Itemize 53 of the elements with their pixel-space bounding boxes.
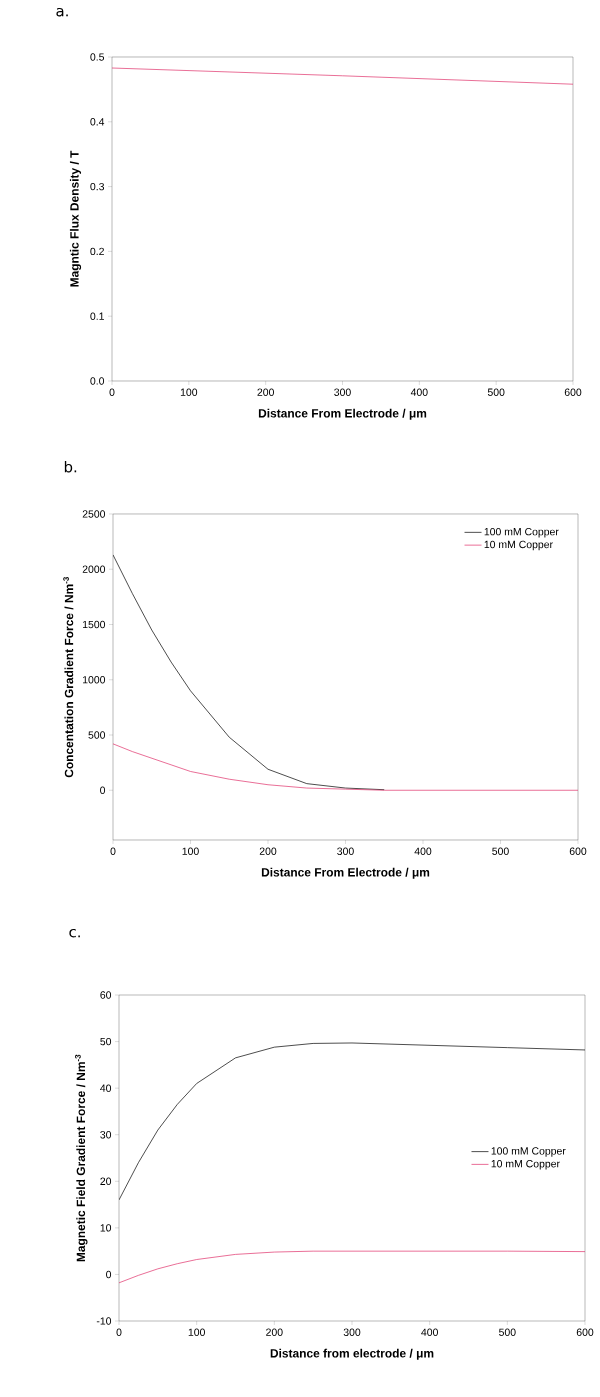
y-tick-label: 50 (100, 1037, 112, 1046)
y-axis-title: Magnetic Field Gradient Force / Nm$^{-3}$ (75, 1054, 88, 1262)
x-tick-label: 500 (487, 388, 505, 396)
y-tick-label: 0.0 (90, 377, 105, 385)
x-tick-label: 600 (569, 847, 587, 855)
y-tick-label: 40 (100, 1084, 112, 1092)
x-axis-title: Distance from electrode / μm (270, 1348, 434, 1360)
legend-label: 10 mM Copper (484, 540, 553, 551)
y-tick-label: 20 (100, 1177, 112, 1185)
y-tick-label: 1000 (83, 676, 106, 684)
x-tick-label: 300 (334, 388, 351, 396)
x-tick-label: 100 (188, 1328, 205, 1336)
x-tick-label: 600 (576, 1328, 594, 1336)
x-tick-label: 400 (410, 388, 428, 396)
legend-label: 100 mM Copper (491, 1147, 566, 1157)
x-tick-label: 400 (421, 1328, 438, 1336)
x-tick-label: 500 (492, 847, 509, 855)
x-tick-label: 300 (343, 1328, 361, 1336)
x-tick-label: 500 (499, 1328, 516, 1336)
x-tick-label: 300 (337, 847, 354, 855)
y-tick-label: 1500 (83, 620, 106, 629)
chart-title: c. (69, 928, 80, 938)
x-axis-title: Distance From Electrode / μm (261, 867, 430, 879)
x-tick-label: 200 (266, 1328, 283, 1336)
legend-label: 10 mM Copper (491, 1160, 560, 1170)
legend-label: 100 mM Copper (484, 527, 559, 538)
y-tick-label: 0 (100, 786, 106, 794)
y-tick-label: 2500 (82, 510, 106, 518)
x-tick-label: 0 (116, 1328, 122, 1336)
y-tick-label: 500 (88, 731, 106, 739)
x-axis-title: Distance From Electrode / μm (258, 408, 427, 420)
x-tick-label: 200 (257, 388, 274, 396)
chart-title: b. (64, 460, 77, 473)
chart-title: a. (56, 7, 68, 17)
y-axis-title: Magntic Flux Density / T (69, 150, 82, 287)
y-tick-label: -10 (96, 1317, 112, 1325)
y-tick-label: 2000 (82, 565, 106, 573)
y-tick-label: 60 (100, 991, 112, 999)
y-tick-label: 0.4 (90, 118, 105, 126)
y-axis-title: Concentation Gradient Force / Nm$^{-3}$ (63, 577, 74, 778)
x-tick-label: 100 (180, 388, 198, 396)
x-tick-label: 200 (259, 847, 277, 855)
y-tick-label: 0.3 (90, 182, 105, 191)
y-tick-label: 0 (106, 1270, 112, 1279)
y-tick-label: 10 (100, 1224, 112, 1232)
y-tick-label: 0.5 (90, 53, 105, 61)
x-tick-label: 400 (414, 847, 432, 855)
y-tick-label: 0.2 (90, 247, 104, 256)
line-series (113, 554, 385, 791)
x-tick-label: 100 (182, 847, 199, 855)
y-tick-label: 0.1 (90, 312, 104, 320)
y-tick-label: 30 (100, 1131, 112, 1139)
x-tick-label: 600 (564, 388, 582, 396)
